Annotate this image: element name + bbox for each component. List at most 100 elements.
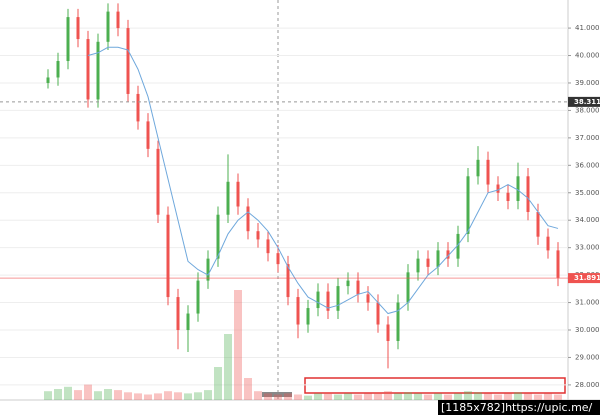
candle-body [106,11,110,42]
candle-body [236,181,240,207]
candle-body [266,239,270,254]
crosshair-label: 38.311 [574,98,600,106]
volume-bar [324,392,332,400]
volume-bar [454,393,462,400]
volume-bar [194,392,202,400]
candle-body [556,250,560,278]
volume-bar [434,393,442,400]
candle-body [296,297,300,325]
candle-body [366,294,370,303]
candle-body [46,77,50,83]
volume-bar [304,395,312,400]
volume-bar [374,392,382,400]
volume-bar [64,386,72,400]
volume-bar [404,392,412,400]
volume-bar [354,394,362,400]
volume-bar [314,393,322,400]
volume-bar [464,391,472,400]
candle-body [326,291,330,311]
volume-bar [94,391,102,400]
candle-body [346,280,350,287]
candle-body [456,233,460,259]
volume-bar [144,394,152,400]
candle-body [426,258,430,267]
volume-bar [44,391,52,400]
candle-body [226,181,230,215]
candle-body [476,159,480,177]
candle-body [536,211,540,237]
plot-layer [0,3,568,400]
volume-bar [284,393,292,400]
watermark: [1185x782]https://upic.me/ [441,401,593,414]
candle-body [316,291,320,309]
volume-bar [274,394,282,400]
volume-bar [264,393,272,400]
y-tick-label: 29.000 [575,353,600,361]
candle-body [446,250,450,259]
volume-bar [204,390,212,400]
candle-body [406,272,410,303]
volume-bar [224,334,232,400]
y-tick-label: 37.000 [575,134,600,142]
volume-bar [134,393,142,400]
y-tick-label: 36.000 [575,161,600,169]
candle-body [66,17,70,62]
candle-body [416,258,420,273]
volume-bar [294,394,302,400]
volume-bar [474,392,482,400]
candle-body [526,176,530,212]
candle-body [506,192,510,201]
volume-bar [394,393,402,400]
candle-body [186,313,190,331]
volume-bar [484,393,492,400]
candle-body [356,280,360,295]
volume-bar [244,378,252,400]
candle-body [166,214,170,298]
y-tick-label: 40.000 [575,52,600,60]
last-price-label-bg [568,273,600,284]
volume-bar [514,392,522,400]
volume-bar [504,393,512,400]
volume-bar [554,394,562,400]
candle-body [216,214,220,259]
volume-bar [544,393,552,400]
candle-body [496,184,500,193]
volume-bar [364,393,372,400]
volume-bar [334,394,342,400]
candle-body [486,159,490,185]
crosshair-label-bg [568,96,600,107]
candle-body [386,324,390,341]
volume-bar [114,390,122,400]
candle-body [136,93,140,122]
y-tick-label: 38.000 [575,106,600,114]
candle-body [306,308,310,325]
y-tick-label: 30.000 [575,326,600,334]
candle-body [176,297,180,331]
volume-bar [54,389,62,400]
y-tick-label: 35.000 [575,189,600,197]
candle-body [86,39,90,100]
volume-bar [524,393,532,400]
last-price-label: 31.891 [574,274,600,282]
candle-body [126,28,130,94]
candle-body [436,250,440,267]
candle-body [156,148,160,215]
volume-bar [384,391,392,400]
volume-bar [164,391,172,400]
y-tick-label: 28.000 [575,381,600,389]
candle-body [206,258,210,281]
candle-body [96,41,100,100]
highlight-box [304,377,566,394]
volume-bar [414,393,422,400]
y-tick-label: 41.000 [575,24,600,32]
candle-body [116,11,120,29]
y-tick-label: 39.000 [575,79,600,87]
volume-bar [74,390,82,400]
volume-bar [174,392,182,400]
candle-body [396,302,400,341]
candle-body [196,280,200,314]
candle-body [56,61,60,78]
volume-bar [424,394,432,400]
candle-body [256,231,260,240]
